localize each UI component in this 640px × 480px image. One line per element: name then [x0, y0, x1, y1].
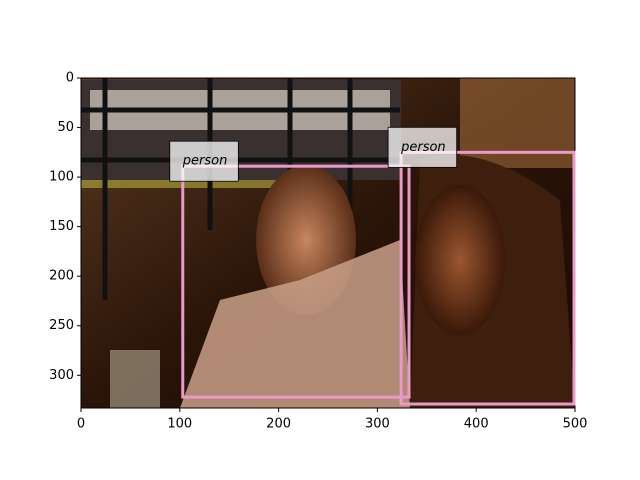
y-tick-label: 150 [49, 219, 74, 234]
y-tick-label: 0 [66, 71, 74, 86]
x-tick-label: 300 [365, 417, 390, 432]
x-tick-label: 0 [77, 417, 85, 432]
box-label: person [400, 140, 446, 155]
x-tick-label: 100 [167, 417, 192, 432]
y-tick-label: 300 [49, 368, 74, 383]
x-tick-label: 500 [563, 417, 588, 432]
x-tick-label: 200 [266, 417, 291, 432]
y-tick-label: 200 [49, 269, 74, 284]
x-tick-label: 400 [464, 417, 489, 432]
y-tick-label: 250 [49, 318, 74, 333]
label-box [169, 140, 239, 182]
box-label: person [182, 154, 228, 169]
photo [81, 78, 575, 408]
bounding-box [181, 164, 411, 399]
y-tick-label: 100 [49, 170, 74, 185]
label-box [387, 126, 458, 168]
bounding-box [399, 150, 576, 406]
y-tick-label: 50 [57, 120, 74, 135]
